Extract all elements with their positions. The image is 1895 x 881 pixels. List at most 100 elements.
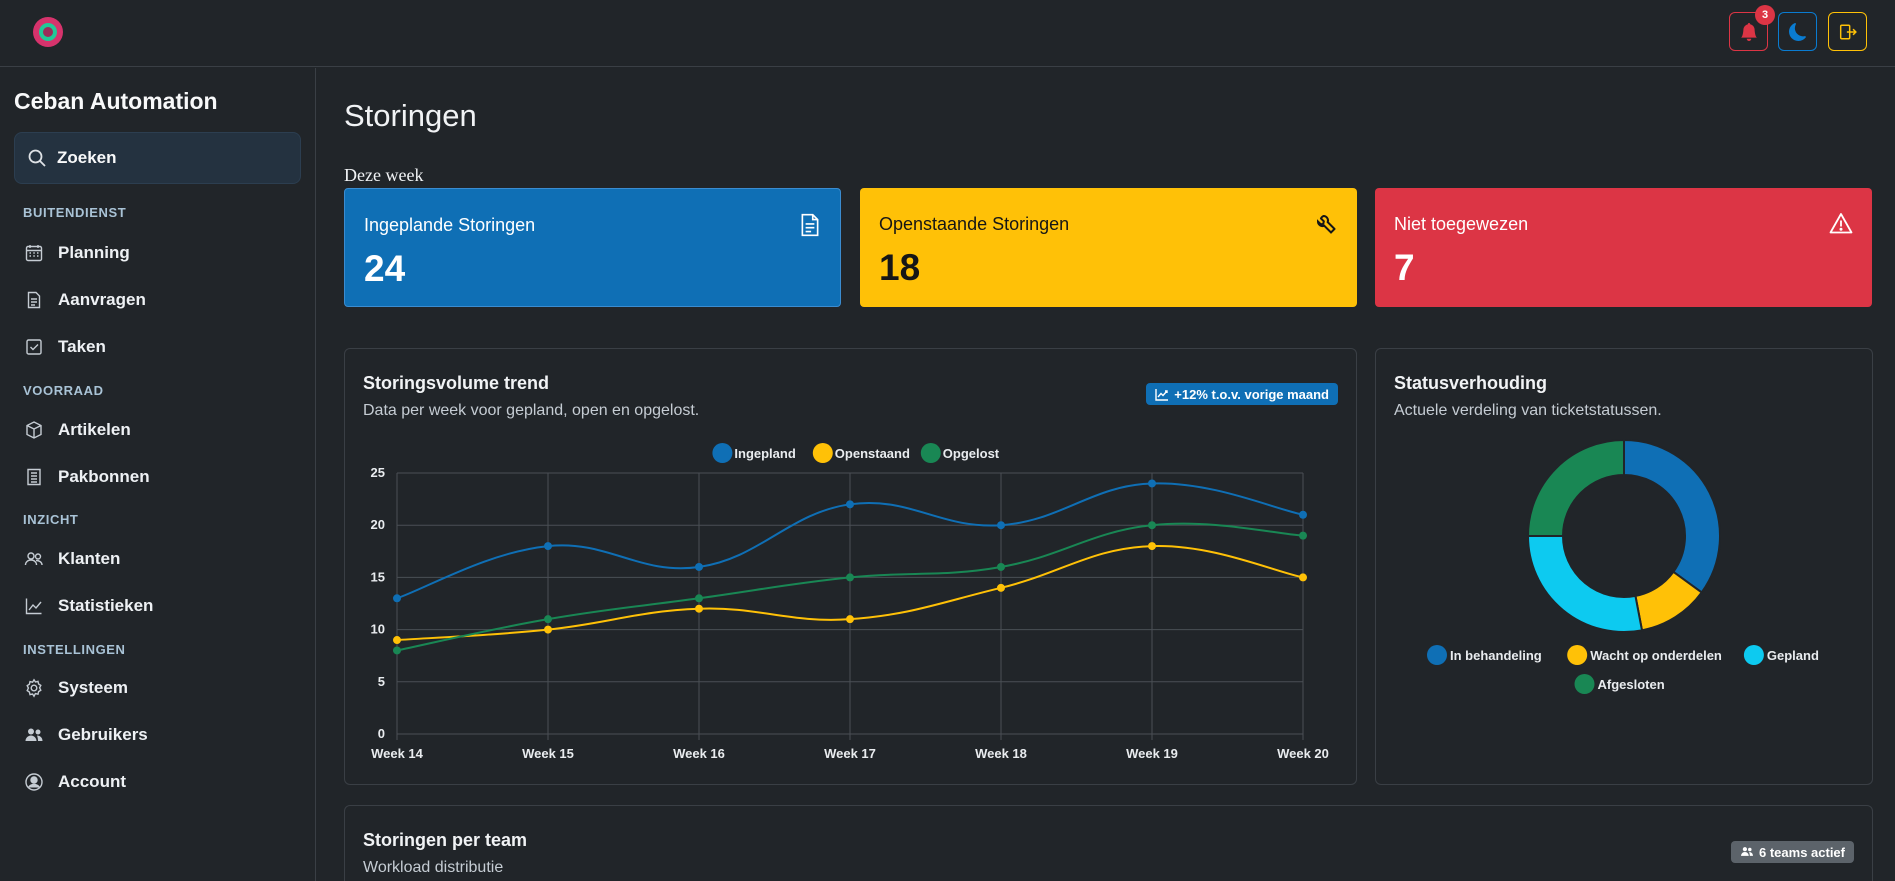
- trend-subtitle: Data per week voor gepland, open en opge…: [363, 402, 700, 419]
- sidebar-item-systeem[interactable]: Systeem: [24, 673, 128, 703]
- stat-value: 18: [879, 247, 921, 288]
- people-fill-icon: [25, 728, 43, 741]
- sidebar-item-taken[interactable]: Taken: [24, 332, 106, 362]
- sidebar-item-label: Account: [58, 772, 126, 791]
- people-fill-icon: [1741, 847, 1753, 856]
- legend-marker: [1427, 645, 1447, 665]
- brand-name: Ceban Automation: [14, 88, 218, 114]
- trend-panel: Storingsvolume trend Data per week voor …: [344, 348, 1357, 785]
- legend-label: In behandeling: [1450, 648, 1542, 663]
- sidebar-item-planning[interactable]: Planning: [24, 238, 130, 268]
- notification-count-badge: 3: [1755, 5, 1775, 25]
- calendar-icon: [25, 245, 43, 262]
- person-circle-icon: [25, 773, 43, 791]
- people-icon: [24, 552, 43, 566]
- legend-label: Opgelost: [943, 446, 1000, 461]
- search-icon: [28, 149, 46, 167]
- donut-slice-gepland: [1526, 535, 1644, 633]
- legend-marker: [812, 443, 833, 463]
- sidebar-item-pakbonnen[interactable]: Pakbonnen: [24, 462, 150, 492]
- status-title: Statusverhouding: [1394, 373, 1548, 393]
- bell-icon: [1740, 22, 1757, 41]
- stat-card-ingepland[interactable]: Ingeplande Storingen 24: [344, 188, 841, 307]
- data-point: [544, 625, 552, 634]
- data-point: [695, 562, 703, 571]
- team-badge: 6 teams actief: [1731, 841, 1854, 863]
- y-tick-label: 20: [371, 517, 385, 532]
- trend-badge: +12% t.o.v. vorige maand: [1146, 383, 1338, 405]
- legend-marker: [712, 443, 733, 463]
- team-title: Storingen per team: [363, 830, 528, 850]
- stat-label: Niet toegewezen: [1394, 214, 1529, 234]
- sidebar-item-label: Artikelen: [58, 420, 131, 439]
- section-title-inzicht: INZICHT: [23, 512, 79, 527]
- y-tick-label: 5: [378, 674, 385, 689]
- data-point: [997, 521, 1005, 530]
- notifications-button[interactable]: 3: [1729, 5, 1775, 51]
- data-point: [1148, 479, 1156, 488]
- data-point: [846, 573, 854, 582]
- app-logo-icon[interactable]: [30, 14, 66, 50]
- data-point: [1299, 510, 1307, 519]
- trend-title: Storingsvolume trend: [363, 373, 550, 393]
- data-point: [846, 500, 854, 509]
- week-label: Deze week: [344, 165, 424, 185]
- gear-icon: [26, 678, 42, 698]
- legend-marker: [1743, 645, 1764, 665]
- legend-marker: [1567, 645, 1588, 665]
- donut-slice-afgesloten: [1526, 438, 1625, 537]
- data-point: [393, 646, 401, 655]
- data-point: [1148, 521, 1156, 530]
- x-tick-label: Week 18: [975, 746, 1027, 761]
- x-tick-label: Week 15: [522, 746, 574, 761]
- sidebar-item-gebruikers[interactable]: Gebruikers: [24, 720, 148, 750]
- y-tick-label: 10: [371, 622, 385, 637]
- x-tick-label: Week 17: [824, 746, 876, 761]
- data-point: [393, 636, 401, 645]
- data-point: [997, 583, 1005, 592]
- search-button[interactable]: Zoeken: [14, 132, 301, 184]
- logout-button[interactable]: [1828, 12, 1867, 51]
- team-panel: Storingen per team Workload distributie …: [344, 805, 1873, 881]
- stat-card-niet-toegewezen[interactable]: Niet toegewezen 7: [1375, 188, 1872, 307]
- status-subtitle: Actuele verdeling van ticketstatussen.: [1394, 402, 1662, 419]
- legend-marker: [1574, 674, 1595, 694]
- sidebar-item-account[interactable]: Account: [24, 767, 126, 797]
- sidebar-item-artikelen[interactable]: Artikelen: [24, 415, 131, 445]
- team-badge-label: 6 teams actief: [1759, 844, 1845, 860]
- sidebar-item-aanvragen[interactable]: Aanvragen: [24, 285, 146, 315]
- section-title-instellingen: INSTELLINGEN: [23, 642, 126, 657]
- trend-badge-label: +12% t.o.v. vorige maand: [1174, 386, 1329, 402]
- sidebar-item-label: Systeem: [58, 678, 128, 697]
- graph-up-icon: [1155, 388, 1169, 401]
- legend-label: Ingepland: [734, 446, 795, 461]
- data-point: [695, 594, 703, 603]
- stat-card-openstaand[interactable]: Openstaande Storingen 18: [860, 188, 1357, 307]
- sidebar-item-label: Pakbonnen: [58, 467, 150, 486]
- top-bar: 3: [0, 0, 1895, 67]
- y-tick-label: 0: [378, 726, 385, 741]
- sidebar-item-label: Planning: [58, 243, 130, 262]
- stat-label: Ingeplande Storingen: [364, 215, 536, 235]
- graph-icon: [25, 598, 42, 615]
- sidebar-item-klanten[interactable]: Klanten: [24, 544, 120, 574]
- x-tick-label: Week 20: [1277, 746, 1329, 761]
- sidebar-item-statistieken[interactable]: Statistieken: [24, 591, 153, 621]
- box-icon: [26, 421, 42, 439]
- sidebar-item-label: Taken: [58, 337, 106, 356]
- file-icon: [27, 291, 41, 309]
- trend-line-chart: 0 5 10 15 20 25 Week 14 Week 15 Week 16 Week 17 We…: [371, 443, 1329, 761]
- wrench-icon: [1316, 214, 1336, 234]
- x-tick-label: Week 16: [673, 746, 725, 761]
- sidebar: Ceban Automation Zoeken BUITENDIENST Pla…: [0, 68, 316, 881]
- y-tick-label: 25: [371, 465, 385, 480]
- theme-toggle-button[interactable]: [1778, 12, 1817, 51]
- y-tick-label: 15: [371, 569, 385, 584]
- stat-label: Openstaande Storingen: [879, 214, 1070, 234]
- legend-label: Afgesloten: [1598, 677, 1665, 692]
- x-tick-label: Week 14: [371, 746, 424, 761]
- check-square-icon: [26, 339, 42, 355]
- stat-value: 24: [364, 248, 406, 289]
- warning-icon: [1829, 213, 1853, 234]
- stat-value: 7: [1394, 247, 1415, 288]
